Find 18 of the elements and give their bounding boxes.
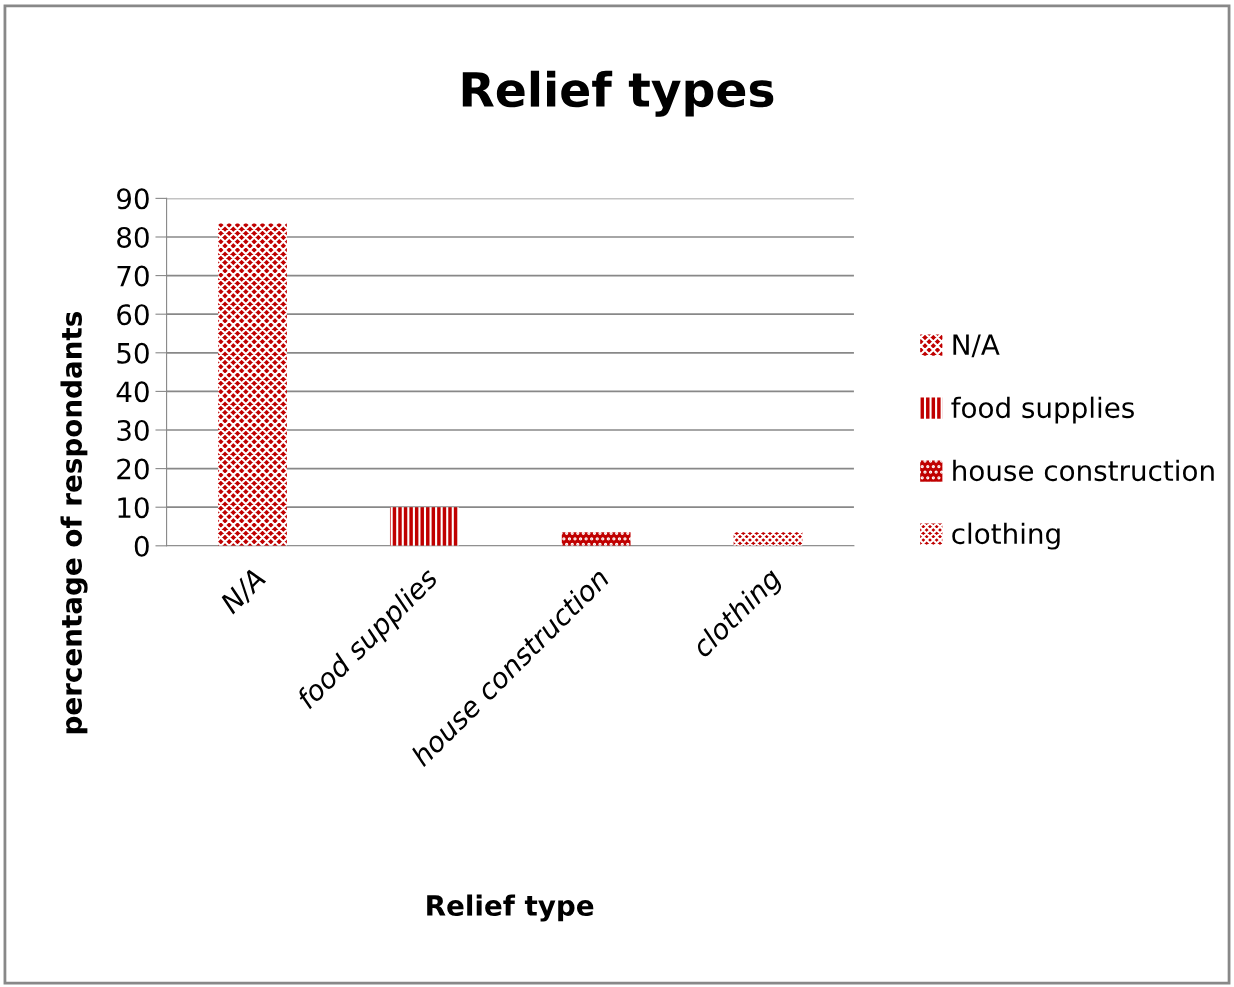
x-axis-title: Relief type	[427, 894, 594, 922]
y-tick-label: 10	[118, 497, 149, 519]
legend-label: house construction	[953, 459, 1214, 482]
y-tick-label: 40	[116, 381, 149, 403]
y-tick-label: 0	[134, 535, 149, 557]
legend-label: food supplies	[951, 396, 1134, 424]
y-tick-label: 90	[117, 188, 149, 210]
x-tick-label: N/A	[218, 567, 268, 617]
legend-label: N/A	[953, 334, 1000, 358]
chart-title: Relief types	[462, 70, 774, 117]
y-tick-label: 80	[117, 226, 149, 248]
legend-label: clothing	[952, 522, 1060, 550]
y-tick-label: 20	[117, 458, 149, 480]
y-tick-label: 60	[117, 304, 149, 326]
y-tick-label: 50	[117, 342, 149, 364]
y-tick-label: 70	[117, 265, 149, 287]
y-axis-title: percentage of respondants	[60, 312, 88, 734]
y-tick-label: 30	[117, 419, 149, 441]
